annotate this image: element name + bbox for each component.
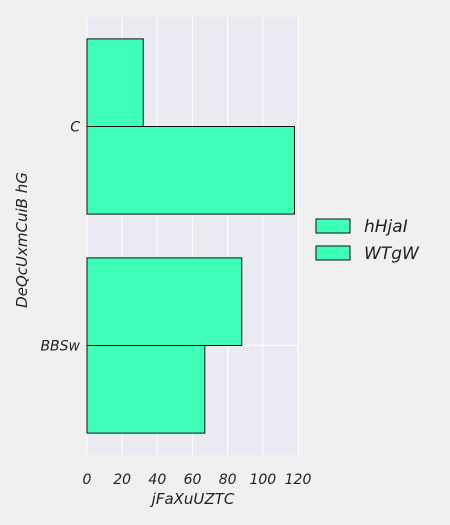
x-tick-label: 20 [113,472,131,488]
bar-hhjai-c [86,38,144,127]
legend-swatch-hhjai [315,218,351,234]
y-tick-label: BBSw [40,339,80,355]
x-tick-label: 80 [219,472,237,488]
x-axis-title: jFaXuUZTC [150,490,235,508]
legend-label-hhjai: hHjaI [364,217,408,237]
x-tick-label: 120 [285,472,312,488]
bar-wtgw-bbsw [86,345,206,434]
y-axis-title: DeQcUxmCuiB hG [13,172,31,308]
bars [86,38,295,434]
y-tick-label: C [70,120,80,136]
x-tick-label: 0 [83,472,92,488]
x-tick-label: 100 [249,472,276,488]
x-tick-label: 60 [184,472,202,488]
legend: hHjaI WTgW [315,217,420,264]
bar-wtgw-c [86,126,295,215]
bar-hhjai-bbsw [86,257,243,346]
x-tick-labels: 0 20 40 60 80 100 120 [83,472,312,488]
y-tick-labels: C BBSw [40,120,80,355]
legend-label-wtgw: WTgW [364,244,420,264]
x-tick-label: 40 [148,472,166,488]
legend-swatch-wtgw [315,245,351,261]
